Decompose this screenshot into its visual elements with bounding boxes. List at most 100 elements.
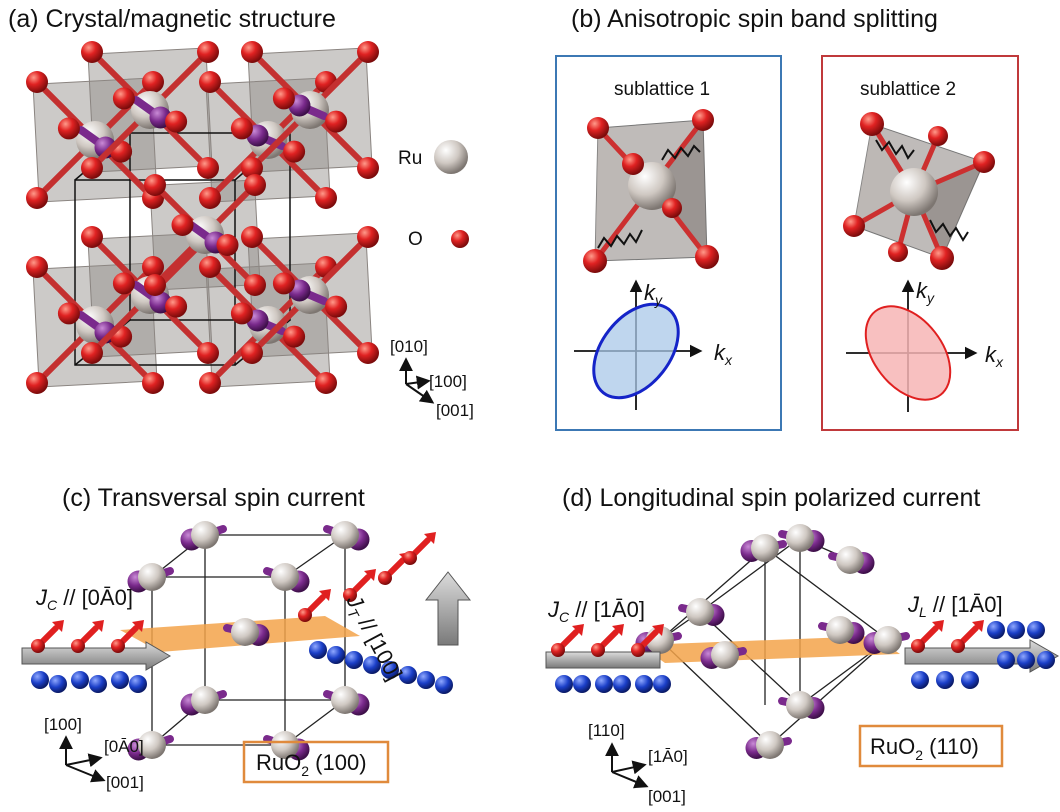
oxygen-atom bbox=[325, 110, 348, 133]
spin-down-ball bbox=[987, 621, 1005, 639]
oxygen-atom bbox=[144, 174, 166, 196]
spin-up-arrow-head bbox=[364, 569, 376, 581]
oxygen-atom bbox=[197, 342, 219, 364]
oxygen-atom bbox=[26, 187, 48, 209]
oxygen-atom bbox=[165, 295, 188, 318]
kx-sub-1: x bbox=[724, 352, 733, 368]
ruthenium-atom bbox=[271, 731, 299, 759]
oxygen-atom bbox=[244, 174, 266, 196]
sublattice-2-box bbox=[821, 55, 1019, 431]
oxygen-atom bbox=[112, 272, 135, 295]
atoms-c bbox=[127, 521, 370, 761]
ky-sub-2: y bbox=[926, 290, 935, 306]
material-c-sub: 2 bbox=[301, 763, 309, 779]
kx-label-2: k bbox=[985, 342, 997, 367]
oxygen-atom bbox=[272, 272, 295, 295]
spin-down-ball bbox=[71, 671, 89, 689]
crystal-cell-c bbox=[120, 521, 370, 761]
spin-down-ball bbox=[327, 646, 345, 664]
oxygen-atom bbox=[325, 295, 348, 318]
svg-text:kx: kx bbox=[985, 342, 1004, 370]
jl-label-d: J bbox=[907, 592, 920, 617]
fermi-contour-red bbox=[864, 305, 952, 401]
spin-down-ball bbox=[595, 675, 613, 693]
spin-down-ball bbox=[129, 675, 147, 693]
spin-up-arrow-head bbox=[652, 624, 664, 636]
material-d-post: (110) bbox=[923, 734, 979, 759]
atoms-d bbox=[635, 524, 910, 759]
spin-flow-d bbox=[545, 620, 1060, 693]
jl-sub-d: L bbox=[919, 604, 927, 620]
oxygen-atom bbox=[142, 71, 164, 93]
oxygen-atom bbox=[283, 140, 306, 163]
oxygen-atom bbox=[241, 41, 263, 63]
spin-up-arrow-head bbox=[424, 532, 436, 544]
axis-label-001-d: [001] bbox=[648, 787, 686, 806]
oxygen-atom bbox=[241, 157, 263, 179]
oxygen-atom bbox=[315, 372, 337, 394]
spin-up-ball bbox=[403, 551, 417, 565]
octahedron-sublattice-2 bbox=[843, 112, 995, 270]
svg-text:kx: kx bbox=[714, 340, 733, 368]
ky-label-2: k bbox=[916, 278, 928, 303]
axis-label-001-c: [001] bbox=[106, 773, 144, 792]
ruthenium-atom bbox=[191, 521, 219, 549]
oxygen-atom bbox=[230, 302, 253, 325]
oxygen-atom bbox=[142, 372, 164, 394]
spin-up-ball bbox=[551, 643, 565, 657]
spin-up-ball bbox=[591, 643, 605, 657]
svg-text:ky: ky bbox=[916, 278, 935, 306]
ruthenium-atom bbox=[786, 524, 814, 552]
spin-current-arrow-up bbox=[424, 571, 472, 646]
oxygen-atom bbox=[57, 117, 80, 140]
spin-down-ball bbox=[653, 675, 671, 693]
spin-up-arrow-head bbox=[319, 589, 331, 601]
spin-down-ball bbox=[399, 666, 417, 684]
oxygen-atom bbox=[357, 342, 379, 364]
oxygen-atom bbox=[26, 256, 48, 278]
spin-down-ball bbox=[911, 671, 929, 689]
spin-flow-c bbox=[21, 532, 472, 694]
ky-label-1: k bbox=[644, 280, 656, 305]
legend-ru-label: Ru bbox=[398, 148, 422, 169]
oxygen-atom bbox=[81, 157, 103, 179]
oxygen-atom bbox=[165, 110, 188, 133]
axes-triad-c: [100] [0Ā0] [001] bbox=[44, 715, 144, 792]
svg-text:JC // [1Ā0]: JC // [1Ā0] bbox=[547, 597, 645, 625]
spin-down-ball bbox=[309, 641, 327, 659]
spin-down-ball bbox=[1037, 651, 1055, 669]
ruthenium-atom bbox=[231, 618, 259, 646]
ruthenium-atom bbox=[138, 563, 166, 591]
jc-sub-d: C bbox=[559, 609, 570, 625]
spin-down-ball bbox=[1027, 621, 1045, 639]
octahedron-sublattice-1 bbox=[583, 109, 719, 273]
oxygen-atom bbox=[244, 274, 266, 296]
sublattice-2-label: sublattice 2 bbox=[860, 79, 956, 100]
fermi-contour-blue bbox=[592, 302, 680, 400]
material-box-c bbox=[242, 740, 390, 784]
spin-down-ball bbox=[381, 661, 399, 679]
jc-dir-d: // [1Ā0] bbox=[569, 597, 645, 622]
kx-sub-2: x bbox=[995, 354, 1004, 370]
current-arrow-bar-d-right bbox=[904, 639, 1060, 673]
oxygen-atom bbox=[241, 342, 263, 364]
spin-up-arrow-head bbox=[132, 620, 144, 632]
k-space-sublattice-2: ky kx bbox=[846, 278, 1004, 412]
ruthenium-atom bbox=[686, 598, 714, 626]
svg-text:RuO2 (110): RuO2 (110) bbox=[870, 734, 979, 763]
jc-label-c: J bbox=[35, 585, 48, 610]
oxygen-atom bbox=[199, 256, 221, 278]
spin-up-ball bbox=[378, 571, 392, 585]
spin-up-arrow-head bbox=[932, 620, 944, 632]
svg-text:RuO2 (100): RuO2 (100) bbox=[256, 750, 367, 779]
jt-dir-c: // [100] bbox=[351, 608, 408, 685]
ruthenium-atom bbox=[271, 563, 299, 591]
spin-down-ball bbox=[1017, 651, 1035, 669]
panel-d-title: (d) Longitudinal spin polarized current bbox=[562, 484, 980, 512]
spin-down-ball bbox=[31, 671, 49, 689]
ky-sub-1: y bbox=[654, 292, 663, 308]
ruthenium-atom bbox=[826, 616, 854, 644]
oxygen-atom bbox=[81, 41, 103, 63]
jc-label-d: J bbox=[547, 597, 560, 622]
material-c-post: (100) bbox=[309, 750, 366, 775]
